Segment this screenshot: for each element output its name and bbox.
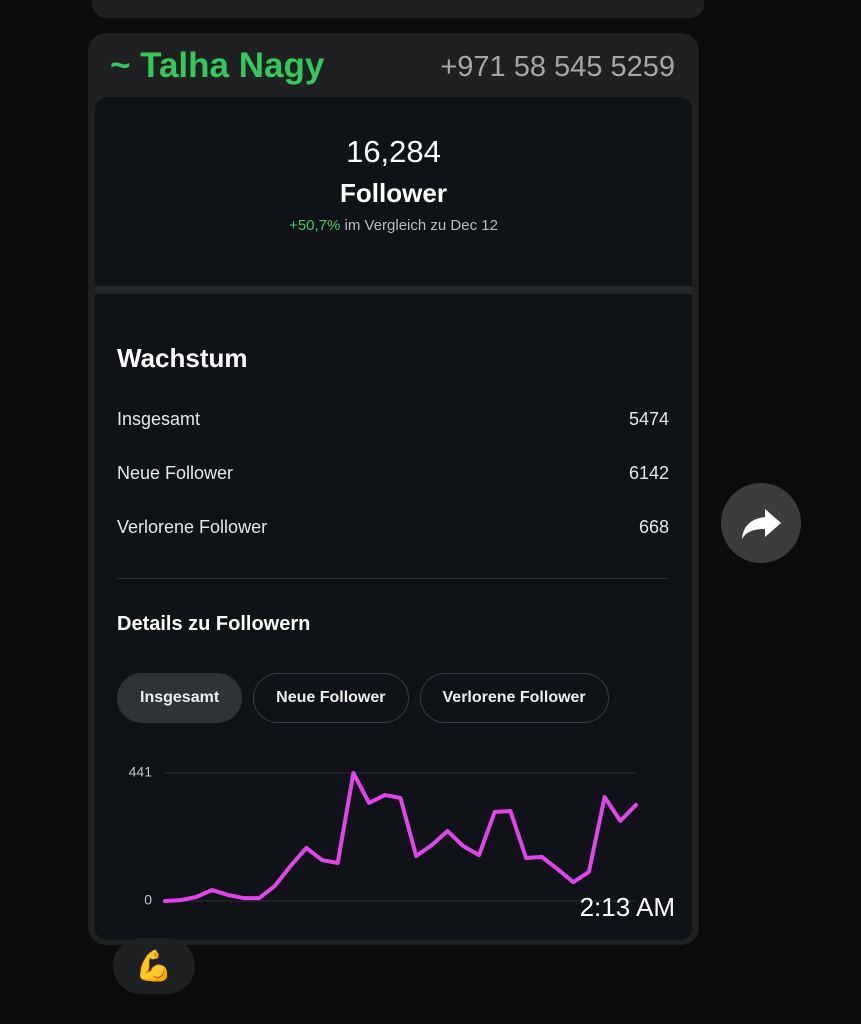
growth-row: Verlorene Follower 668 bbox=[117, 517, 669, 538]
line bbox=[163, 771, 638, 903]
comparison: +50,7% im Vergleich zu Dec 12 bbox=[95, 217, 692, 234]
row-value: 6142 bbox=[628, 463, 669, 483]
tabs: Insgesamt Neue Follower Verlorene Follower bbox=[117, 673, 609, 723]
reaction[interactable]: 💪 bbox=[113, 938, 195, 994]
timestamp: 2:13 AM bbox=[579, 892, 675, 922]
row-value: 668 bbox=[638, 517, 669, 537]
comparison-text: im Vergleich zu Dec 12 bbox=[344, 217, 498, 234]
follower-label: Follower bbox=[340, 178, 447, 208]
y-tick-label: 0 bbox=[144, 892, 152, 908]
sender-phone: +971 58 545 5259 bbox=[440, 51, 675, 83]
change: +50,7% bbox=[289, 217, 341, 234]
row-value: 5474 bbox=[628, 409, 669, 429]
growth-row: Insgesamt 5474 bbox=[117, 409, 669, 430]
follower-count: 16,284 bbox=[346, 134, 441, 169]
chart: 0 441 bbox=[129, 764, 638, 908]
sender-name[interactable]: ~ Talha Nagy bbox=[110, 46, 325, 85]
tab[interactable]: Neue Follower bbox=[253, 673, 409, 723]
separator bbox=[117, 578, 669, 579]
row-label: Verlorene Follower bbox=[117, 517, 268, 537]
forward-icon bbox=[742, 509, 781, 539]
y-tick-label: 441 bbox=[129, 764, 153, 780]
previous-message bbox=[92, 0, 704, 18]
row-label: Neue Follower bbox=[117, 463, 234, 483]
growth-row: Neue Follower 6142 bbox=[117, 463, 669, 484]
tab[interactable]: Verlorene Follower bbox=[419, 673, 609, 723]
row-label: Insgesamt bbox=[117, 409, 201, 429]
insights-card: 16,284 Follower +50,7% im Vergleich zu D… bbox=[95, 97, 692, 940]
details-title: Details zu Followern bbox=[117, 613, 311, 635]
divider bbox=[95, 286, 692, 294]
tab[interactable]: Insgesamt bbox=[117, 673, 243, 723]
growth-title: Wachstum bbox=[117, 343, 248, 373]
forward-button[interactable] bbox=[721, 483, 801, 563]
